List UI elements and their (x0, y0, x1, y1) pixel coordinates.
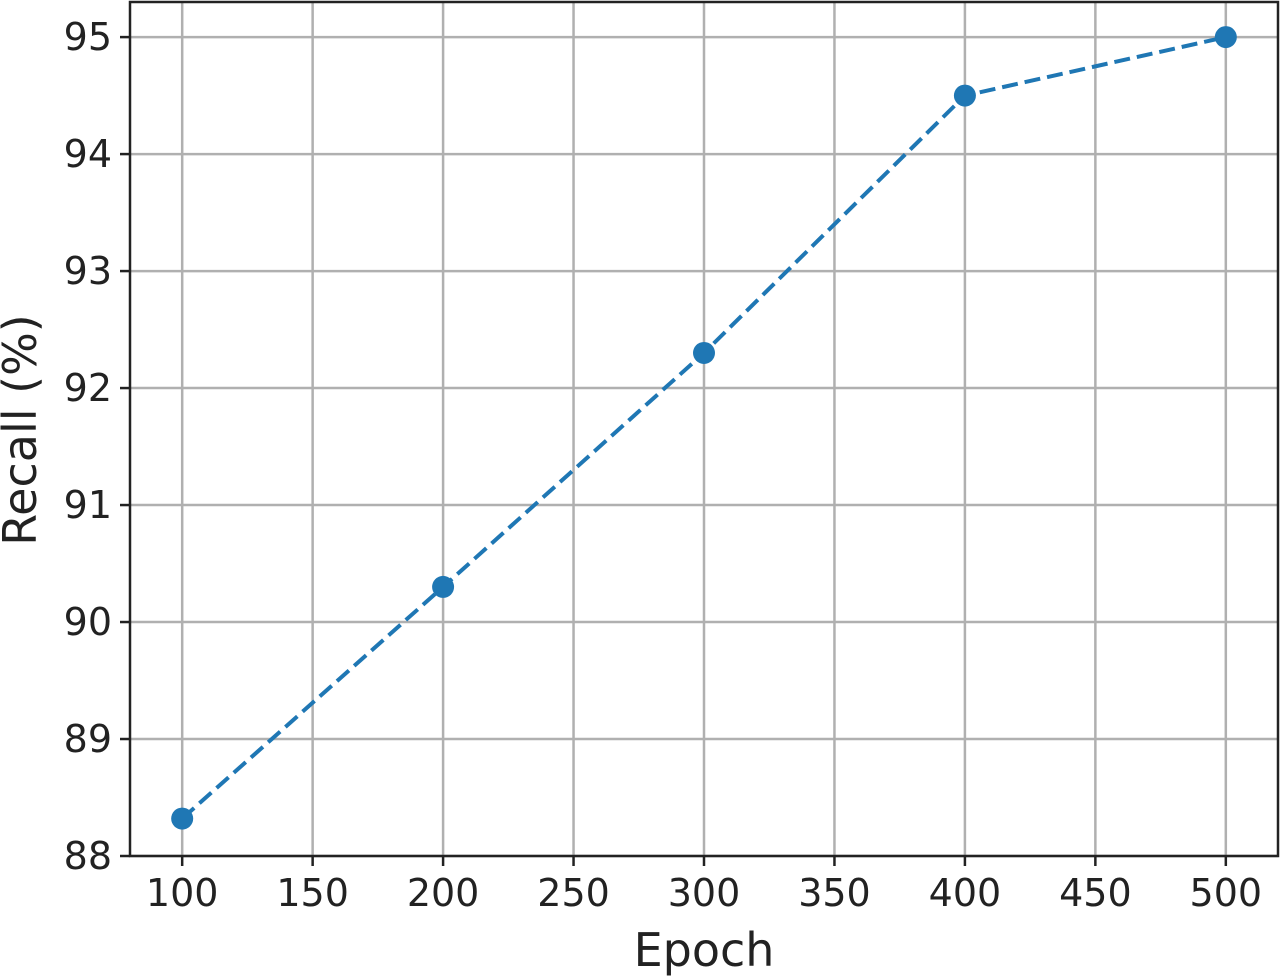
y-tick-label: 89 (64, 717, 112, 761)
x-tick-label: 100 (146, 871, 219, 915)
y-tick-label: 91 (64, 483, 112, 527)
y-tick-label: 94 (64, 132, 112, 176)
x-tick-label: 450 (1059, 871, 1132, 915)
x-tick-label: 200 (407, 871, 480, 915)
y-axis-label: Recall (%) (0, 314, 47, 545)
x-tick-label: 300 (668, 871, 741, 915)
y-tick-label: 95 (64, 15, 112, 59)
y-tick-label: 90 (64, 600, 112, 644)
data-point (432, 575, 455, 598)
y-tick-label: 92 (64, 366, 112, 410)
series-group (171, 26, 1237, 830)
x-tick-label: 350 (798, 871, 871, 915)
data-point (953, 84, 976, 107)
x-tick-label: 150 (276, 871, 349, 915)
data-point (1214, 26, 1237, 49)
x-tick-label: 500 (1190, 871, 1263, 915)
data-point (693, 341, 715, 364)
x-tick-label: 250 (537, 871, 610, 915)
axis-ticks: 100 150 200 250 300 350 400 450 500 88 89 90 91 92 93 9… (64, 15, 1262, 915)
x-axis-label: Epoch (634, 923, 775, 977)
y-tick-label: 88 (64, 834, 112, 878)
y-tick-label: 93 (64, 249, 112, 293)
data-point (171, 807, 194, 830)
x-tick-label: 400 (929, 871, 1002, 915)
grid-lines (130, 2, 1278, 858)
